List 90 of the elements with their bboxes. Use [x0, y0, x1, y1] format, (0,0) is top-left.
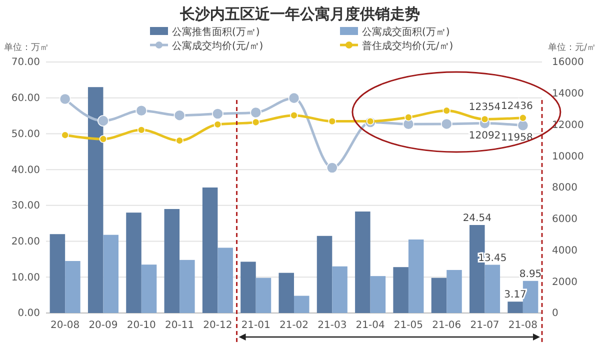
y2-tick-label: 12000	[552, 120, 584, 131]
bar	[446, 270, 462, 313]
bar	[408, 239, 424, 313]
legend-label: 公寓推售面积(万㎡)	[172, 26, 260, 38]
bar	[431, 278, 447, 313]
x-tick-label: 21-03	[318, 320, 347, 332]
y2-tick-label: 2000	[552, 276, 578, 288]
y2-tick-label: 14000	[552, 88, 584, 100]
bar	[240, 262, 256, 313]
bar	[370, 276, 386, 313]
point	[290, 111, 298, 120]
data-label: 12092	[468, 130, 501, 142]
bar	[202, 188, 218, 313]
x-tick-label: 20-12	[203, 320, 232, 332]
bar	[88, 87, 104, 313]
x-tick-label: 21-04	[356, 320, 385, 332]
y-tick-label: 30.00	[11, 200, 40, 212]
legend-label: 公寓成交均价(元/㎡)	[172, 40, 264, 52]
bar	[180, 260, 195, 313]
x-tick-label: 21-07	[470, 320, 500, 332]
legend-label: 普住成交均价(元/㎡)	[362, 40, 454, 52]
data-label: 12354	[468, 102, 501, 114]
y2-tick-label: 0	[552, 308, 558, 320]
x-tick-label: 21-02	[279, 320, 309, 332]
point	[288, 92, 300, 104]
point	[366, 117, 374, 126]
data-label: 24.54	[462, 213, 492, 224]
y-axis-title: 单位：万㎡	[4, 42, 49, 53]
point	[176, 136, 184, 144]
bar	[278, 272, 294, 313]
bar	[103, 234, 118, 313]
y2-axis-title: 单位：元/㎡	[548, 42, 596, 53]
y2-tick-label: 10000	[552, 151, 584, 162]
data-label: 8.95	[519, 268, 542, 280]
bar	[141, 264, 157, 313]
point	[404, 113, 412, 122]
x-tick-label: 21-01	[241, 320, 270, 332]
y-tick-label: 50.00	[11, 128, 40, 140]
y2-tick-label: 16000	[552, 57, 584, 68]
y2-tick-label: 8000	[552, 182, 578, 194]
y-tick-label: 10.00	[11, 272, 40, 284]
x-tick-label: 20-11	[165, 320, 194, 332]
bar	[256, 278, 272, 313]
y2-tick-label: 4000	[552, 245, 578, 256]
y-tick-label: 20.00	[11, 236, 40, 248]
x-tick-label: 21-05	[394, 320, 423, 332]
bar	[126, 212, 142, 313]
point	[61, 131, 69, 140]
y-tick-label: 70.00	[11, 57, 40, 68]
bar	[164, 209, 180, 313]
bar	[65, 261, 80, 313]
point	[59, 93, 71, 105]
bar	[508, 302, 523, 313]
point	[440, 118, 452, 130]
bar	[294, 296, 310, 313]
x-tick-label: 21-08	[508, 320, 538, 332]
y-tick-label: 0.00	[18, 308, 40, 320]
y-tick-label: 40.00	[11, 164, 40, 176]
data-label: 12436	[501, 100, 533, 112]
x-tick-label: 20-09	[88, 320, 118, 332]
point	[136, 104, 148, 116]
point	[99, 135, 108, 143]
y-tick-label: 60.00	[11, 93, 40, 104]
bar	[316, 236, 332, 313]
chart-title: 长沙内五区近一年公寓月度供销走势	[179, 5, 420, 23]
x-tick-label: 20-08	[50, 320, 80, 332]
y2-tick-label: 6000	[552, 214, 578, 226]
bar	[50, 234, 66, 313]
point	[98, 115, 109, 127]
legend-label: 公寓成交面积(万㎡)	[362, 26, 450, 38]
point	[517, 120, 529, 132]
point	[326, 162, 338, 174]
point	[137, 126, 146, 134]
point	[214, 120, 222, 128]
point	[480, 115, 489, 124]
point	[442, 106, 451, 115]
bar	[218, 248, 233, 313]
point	[212, 108, 224, 120]
x-tick-label: 20-10	[126, 320, 156, 332]
bar	[484, 264, 500, 313]
point	[250, 106, 262, 118]
data-label: 11958	[501, 132, 533, 144]
point	[174, 110, 186, 122]
bar	[393, 267, 408, 313]
bar	[355, 212, 370, 313]
x-tick-label: 21-06	[432, 320, 462, 332]
point	[519, 114, 527, 122]
point	[328, 117, 336, 126]
point	[252, 118, 260, 126]
bar	[332, 266, 348, 313]
